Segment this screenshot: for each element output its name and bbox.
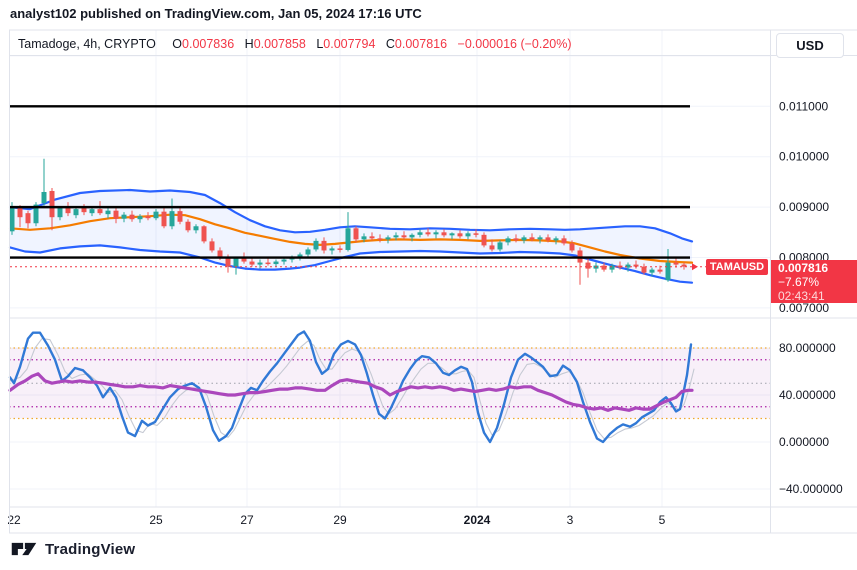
svg-text:3: 3 <box>567 513 574 527</box>
footer-brand: TradingView <box>10 538 135 560</box>
ohlc-low: L0.007794 <box>316 37 376 51</box>
svg-text:0.000000: 0.000000 <box>779 435 829 449</box>
svg-text:29: 29 <box>333 513 347 527</box>
change-value: −0.000016 (−0.20%) <box>457 37 572 51</box>
svg-text:0.007000: 0.007000 <box>779 301 829 315</box>
symbol-title[interactable]: Tamadoge, 4h, CRYPTO <box>18 37 156 51</box>
ohlc-close: C0.007816 <box>385 37 448 51</box>
oscillator-guide-band <box>9 347 770 420</box>
ohlc-high: H0.007858 <box>244 37 306 51</box>
flag-countdown: 02:43:41 <box>778 289 825 303</box>
svg-text:22: 22 <box>7 513 21 527</box>
price-line <box>10 263 770 271</box>
ohlc-open: O0.007836 <box>172 37 235 51</box>
flag-price: 0.007816 <box>778 261 829 275</box>
symbol-price-flag: TAMAUSD <box>706 259 768 275</box>
frame-borders <box>9 29 857 534</box>
candles <box>9 158 687 285</box>
svg-text:0.011000: 0.011000 <box>779 99 828 113</box>
oscillator-lines <box>8 330 695 444</box>
price-axis-flag: 0.007816 −7.67% 02:43:41 <box>771 260 857 303</box>
svg-text:25: 25 <box>149 513 163 527</box>
svg-text:80.000000: 80.000000 <box>779 341 836 355</box>
svg-text:27: 27 <box>240 513 254 527</box>
svg-text:−40.000000: −40.000000 <box>779 482 843 496</box>
bollinger-bands <box>8 188 694 284</box>
flag-change-pct: −7.67% <box>778 275 820 289</box>
publish-header: analyst102 published on TradingView.com,… <box>10 6 422 21</box>
tradingview-logo-text[interactable]: TradingView <box>45 540 136 558</box>
svg-text:0.009000: 0.009000 <box>779 200 829 214</box>
axis-labels: 0.0110000.0100000.0090000.0080000.007000… <box>7 99 843 527</box>
level-lines <box>9 105 690 259</box>
svg-text:2024: 2024 <box>464 513 491 527</box>
svg-text:0.010000: 0.010000 <box>779 150 829 164</box>
chart-legend: Tamadoge, 4h, CRYPTO O0.007836 H0.007858… <box>18 37 572 51</box>
svg-text:40.000000: 40.000000 <box>779 388 836 402</box>
tradingview-logo-icon[interactable] <box>10 538 38 560</box>
currency-button[interactable]: USD <box>776 33 844 58</box>
svg-text:5: 5 <box>659 513 666 527</box>
